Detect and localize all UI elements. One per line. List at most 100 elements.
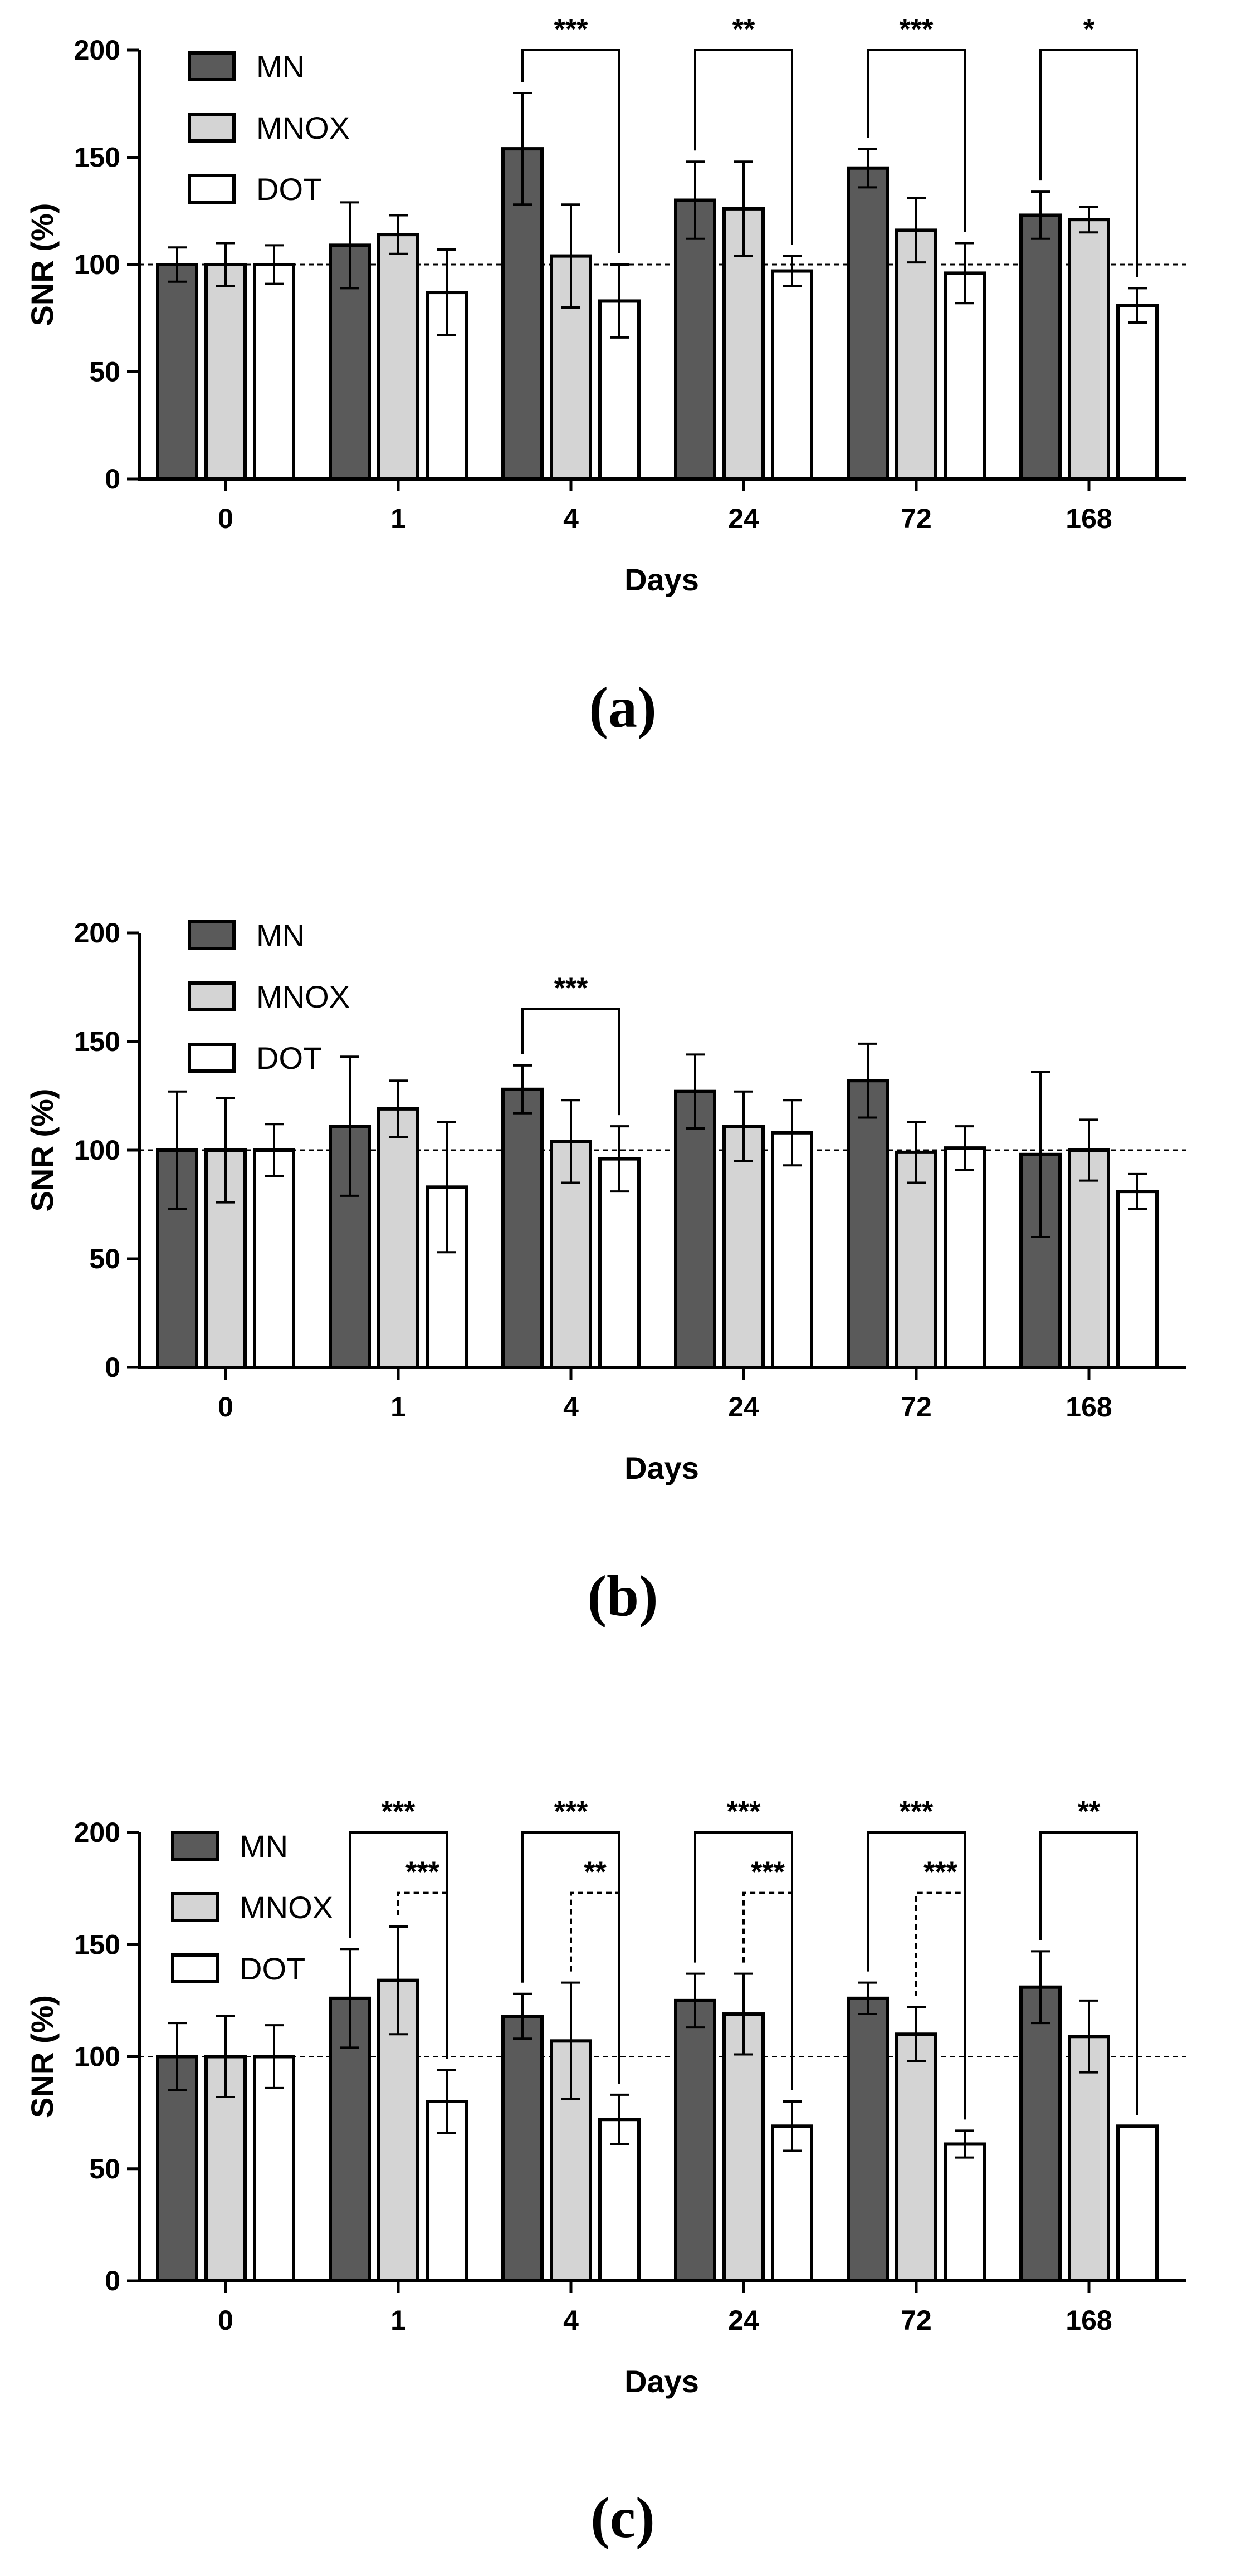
legend-label-dot: DOT: [256, 1040, 322, 1076]
significance-bracket-mn-dot-day-72: [867, 49, 966, 232]
significance-bracket-mn-dot-day-72: [867, 1831, 966, 2120]
x-tick-label-1: 1: [390, 503, 406, 534]
bar-mnox-day-1: [377, 1107, 419, 1370]
bar-dot-day-72: [944, 1146, 986, 1370]
significance-label: ***: [900, 13, 934, 46]
bar-mn-day-24: [674, 198, 716, 481]
x-tick-label-72: 72: [901, 2305, 932, 2336]
significance-label: ***: [554, 972, 588, 1005]
significance-label: ***: [923, 1856, 957, 1889]
x-axis-title: Days: [624, 2364, 699, 2399]
significance-label: **: [584, 1856, 607, 1889]
y-tick-label-150: 150: [74, 1929, 120, 1960]
legend-swatch-mn: [171, 1831, 219, 1861]
y-tick-label-50: 50: [89, 1243, 120, 1274]
significance-bracket-mn-dot-day-4: [521, 49, 620, 253]
bar-dot-day-24: [771, 2124, 813, 2282]
bar-mnox-day-24: [722, 2012, 765, 2282]
x-tick-label-0: 0: [218, 1391, 233, 1423]
legend-label-mnox: MNOX: [256, 979, 350, 1014]
y-tick-label-150: 150: [74, 1026, 120, 1057]
x-axis-title: Days: [624, 1450, 699, 1485]
bar-dot-day-168: [1116, 2124, 1159, 2282]
bar-mn-day-72: [847, 166, 889, 481]
x-tick-label-24: 24: [728, 1391, 759, 1423]
bar-mn-day-0: [156, 263, 198, 481]
x-tick-label-4: 4: [563, 503, 579, 534]
legend-label-dot: DOT: [256, 172, 322, 207]
y-tick-label-100: 100: [74, 1135, 120, 1166]
significance-bracket-mnox-dot-day-1: [397, 1891, 448, 2059]
y-tick-label-0: 0: [105, 463, 120, 495]
significance-bracket-mnox-dot-day-72: [915, 1891, 966, 2120]
bar-mn-day-168: [1019, 1985, 1062, 2283]
x-tick-label-0: 0: [218, 2305, 233, 2336]
bar-mnox-day-168: [1068, 1148, 1110, 1369]
significance-bracket-mnox-dot-day-4: [570, 1891, 620, 2084]
y-tick-label-200: 200: [74, 35, 120, 66]
significance-label: *: [1083, 13, 1095, 46]
bar-mn-day-72: [847, 1996, 889, 2283]
legend-swatch-mn: [188, 51, 236, 81]
bar-mn-day-72: [847, 1079, 889, 1369]
bar-mnox-day-1: [377, 233, 419, 481]
bar-dot-day-72: [944, 2142, 986, 2283]
legend-swatch-dot: [188, 174, 236, 204]
y-tick-label-0: 0: [105, 2265, 120, 2296]
legend-swatch-dot: [171, 1953, 219, 1983]
x-tick-label-72: 72: [901, 1391, 932, 1423]
legend-label-mn: MN: [256, 49, 305, 84]
bar-dot-day-0: [253, 1148, 295, 1369]
bar-mn-day-168: [1019, 213, 1062, 481]
y-tick-label-150: 150: [74, 142, 120, 173]
bar-mn-day-0: [156, 2055, 198, 2282]
x-tick-label-1: 1: [390, 2305, 406, 2336]
x-tick-label-168: 168: [1066, 503, 1112, 534]
bar-mn-day-4: [501, 1087, 544, 1370]
bar-mnox-day-168: [1068, 218, 1110, 481]
significance-label: ***: [382, 1796, 416, 1828]
significance-bracket-mn-dot-day-4: [521, 1008, 620, 1116]
bar-mnox-day-168: [1068, 2035, 1110, 2282]
significance-bracket-mn-dot-day-24: [694, 49, 793, 245]
y-tick-label-200: 200: [74, 917, 120, 949]
bar-mn-day-4: [501, 2015, 544, 2283]
y-axis-title: SNR (%): [25, 1995, 60, 2118]
bar-mnox-day-72: [895, 1150, 937, 1369]
bar-mn-day-24: [674, 1998, 716, 2282]
bar-mnox-day-24: [722, 1125, 765, 1369]
panel-label: (c): [590, 2486, 654, 2550]
bar-mn-day-24: [674, 1089, 716, 1369]
legend-label-mnox: MNOX: [256, 110, 350, 145]
bar-dot-day-168: [1116, 1190, 1159, 1370]
bar-mnox-day-72: [895, 228, 937, 481]
significance-label: ***: [751, 1856, 785, 1889]
x-axis-title: Days: [624, 562, 699, 597]
significance-label: ***: [727, 1796, 761, 1828]
bar-dot-day-0: [253, 2055, 295, 2282]
significance-bracket-mn-dot-day-168: [1039, 49, 1138, 277]
significance-label: ***: [554, 13, 588, 46]
significance-label: ***: [554, 1796, 588, 1828]
y-tick-label-50: 50: [89, 2153, 120, 2184]
chart-panel-c: 0 50 100 150 200 0 1 4 24 72 168 Days SNR (%) MN MNOX D…: [25, 1796, 1186, 2550]
y-tick-label-100: 100: [74, 249, 120, 280]
legend-swatch-mnox: [171, 1892, 219, 1922]
x-tick-label-4: 4: [563, 2305, 579, 2336]
legend-swatch-mnox: [188, 113, 236, 143]
legend-label-mn: MN: [240, 1829, 288, 1864]
legend-label-dot: DOT: [240, 1951, 305, 1986]
x-tick-label-4: 4: [563, 1391, 579, 1423]
y-axis-title: SNR (%): [25, 203, 60, 326]
panel-label: (a): [589, 676, 656, 740]
x-tick-label-72: 72: [901, 503, 932, 534]
panel-label: (b): [587, 1564, 658, 1628]
significance-label: **: [1078, 1796, 1101, 1828]
chart-panel-a: 0 50 100 150 200 0 1 4 24 72 168 Days SNR (%) MN MNOX D…: [25, 13, 1186, 740]
bar-dot-day-24: [771, 269, 813, 481]
significance-label: ***: [900, 1796, 934, 1828]
chart-panel-b: 0 50 100 150 200 0 1 4 24 72 168 Days SNR (%) MN MNOX D…: [25, 917, 1186, 1628]
y-axis-title: SNR (%): [25, 1089, 60, 1212]
legend-swatch-mnox: [188, 981, 236, 1011]
